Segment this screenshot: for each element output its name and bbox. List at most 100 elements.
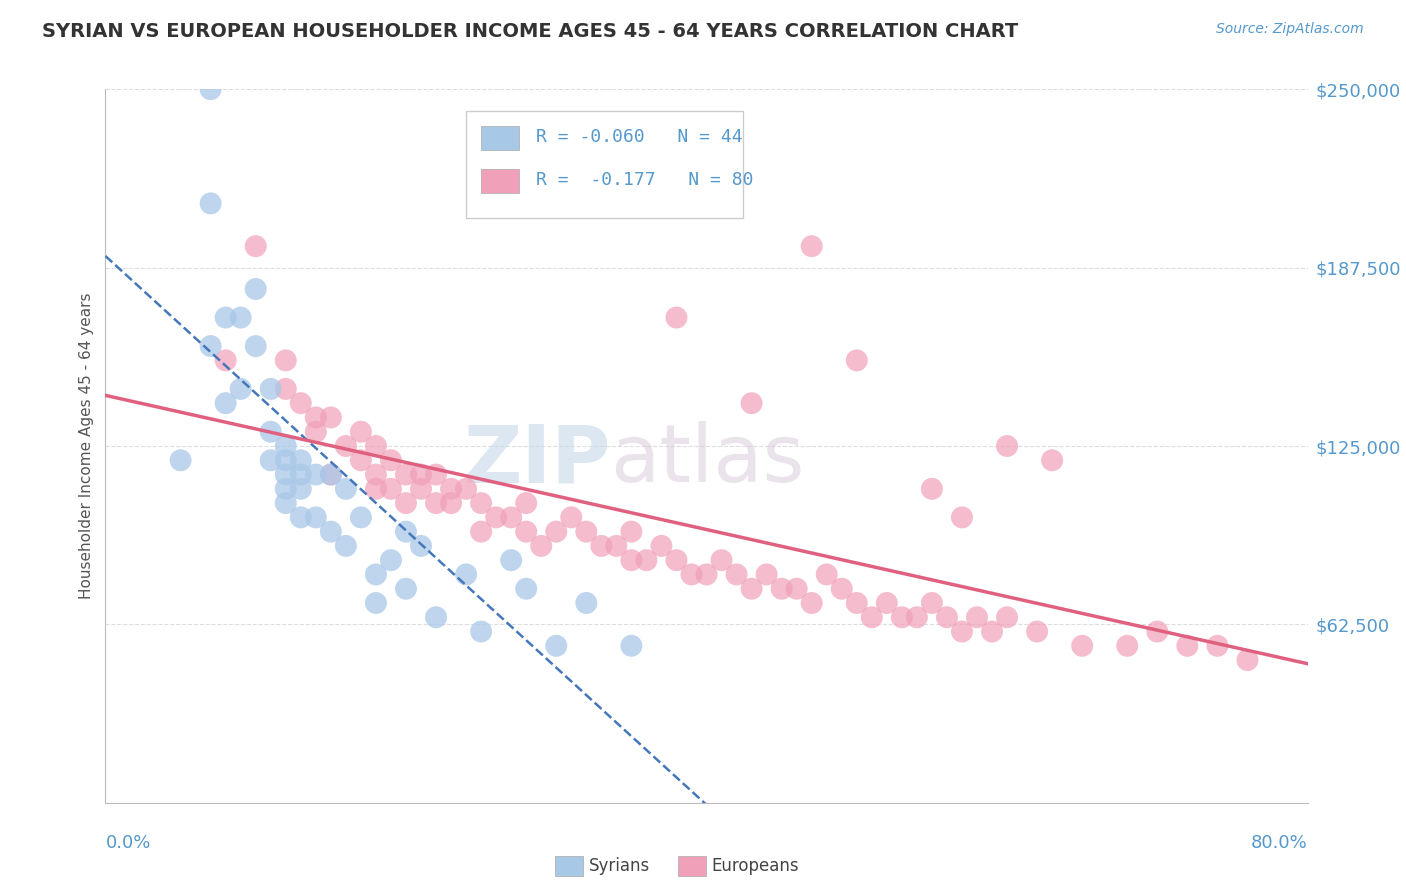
Point bbox=[364, 467, 387, 482]
Point bbox=[319, 467, 342, 482]
Text: atlas: atlas bbox=[610, 421, 804, 500]
Point bbox=[169, 453, 191, 467]
Point bbox=[229, 310, 252, 325]
Point bbox=[214, 310, 236, 325]
Point bbox=[530, 539, 553, 553]
Text: Source: ZipAtlas.com: Source: ZipAtlas.com bbox=[1216, 22, 1364, 37]
Point bbox=[440, 496, 463, 510]
Text: SYRIAN VS EUROPEAN HOUSEHOLDER INCOME AGES 45 - 64 YEARS CORRELATION CHART: SYRIAN VS EUROPEAN HOUSEHOLDER INCOME AG… bbox=[42, 22, 1018, 41]
Point bbox=[845, 596, 868, 610]
Point bbox=[290, 467, 312, 482]
Point bbox=[755, 567, 778, 582]
Point bbox=[319, 410, 342, 425]
Point bbox=[860, 610, 883, 624]
Point bbox=[470, 496, 492, 510]
Point bbox=[725, 567, 748, 582]
Point bbox=[245, 25, 267, 39]
Point bbox=[229, 382, 252, 396]
Point bbox=[290, 510, 312, 524]
Point bbox=[274, 382, 297, 396]
Point bbox=[575, 596, 598, 610]
Point bbox=[290, 482, 312, 496]
Point bbox=[409, 467, 432, 482]
Point bbox=[245, 239, 267, 253]
Point bbox=[440, 482, 463, 496]
Point bbox=[214, 396, 236, 410]
Point bbox=[245, 282, 267, 296]
Point bbox=[950, 624, 973, 639]
Point bbox=[515, 524, 537, 539]
Point bbox=[696, 567, 718, 582]
Point bbox=[501, 510, 523, 524]
Point bbox=[620, 639, 643, 653]
Text: R = -0.060   N = 44: R = -0.060 N = 44 bbox=[536, 128, 742, 146]
Text: Syrians: Syrians bbox=[589, 857, 651, 875]
Point bbox=[290, 396, 312, 410]
Point bbox=[620, 524, 643, 539]
Point bbox=[305, 410, 328, 425]
Point bbox=[575, 524, 598, 539]
Point bbox=[560, 510, 582, 524]
Point bbox=[470, 624, 492, 639]
Point bbox=[770, 582, 793, 596]
Point bbox=[364, 567, 387, 582]
Point bbox=[1026, 624, 1049, 639]
Point bbox=[591, 539, 613, 553]
Point bbox=[546, 639, 568, 653]
Point bbox=[380, 553, 402, 567]
Point bbox=[1116, 639, 1139, 653]
Point bbox=[364, 596, 387, 610]
Point bbox=[200, 82, 222, 96]
Point bbox=[1206, 639, 1229, 653]
Point bbox=[274, 482, 297, 496]
Point bbox=[395, 496, 418, 510]
Point bbox=[681, 567, 703, 582]
Point bbox=[501, 553, 523, 567]
Point bbox=[936, 610, 959, 624]
Point bbox=[380, 482, 402, 496]
Point bbox=[710, 553, 733, 567]
Point bbox=[1040, 453, 1063, 467]
Point bbox=[350, 453, 373, 467]
Point bbox=[995, 610, 1018, 624]
Point bbox=[876, 596, 898, 610]
Point bbox=[950, 510, 973, 524]
Point bbox=[274, 453, 297, 467]
Point bbox=[305, 510, 328, 524]
Point bbox=[1236, 653, 1258, 667]
Point bbox=[364, 482, 387, 496]
Text: Europeans: Europeans bbox=[711, 857, 799, 875]
Point bbox=[636, 553, 658, 567]
Point bbox=[290, 453, 312, 467]
Point bbox=[650, 539, 672, 553]
Point bbox=[350, 510, 373, 524]
Point bbox=[425, 467, 447, 482]
Point bbox=[1071, 639, 1094, 653]
Point bbox=[214, 353, 236, 368]
Point bbox=[274, 353, 297, 368]
Point bbox=[425, 496, 447, 510]
Text: ZIP: ZIP bbox=[463, 421, 610, 500]
Point bbox=[966, 610, 988, 624]
Point bbox=[274, 496, 297, 510]
Point bbox=[921, 482, 943, 496]
Point bbox=[981, 624, 1004, 639]
Point bbox=[274, 439, 297, 453]
Point bbox=[395, 582, 418, 596]
Point bbox=[890, 610, 912, 624]
Point bbox=[409, 539, 432, 553]
Point bbox=[741, 396, 763, 410]
Point bbox=[515, 496, 537, 510]
Point bbox=[380, 453, 402, 467]
Point bbox=[245, 339, 267, 353]
Bar bbox=[465, 111, 742, 218]
Point bbox=[456, 482, 478, 496]
Text: R =  -0.177   N = 80: R = -0.177 N = 80 bbox=[536, 171, 754, 189]
Point bbox=[319, 524, 342, 539]
Point bbox=[515, 582, 537, 596]
Y-axis label: Householder Income Ages 45 - 64 years: Householder Income Ages 45 - 64 years bbox=[79, 293, 94, 599]
Point bbox=[350, 425, 373, 439]
Point bbox=[665, 310, 688, 325]
Point bbox=[620, 553, 643, 567]
Point bbox=[395, 524, 418, 539]
